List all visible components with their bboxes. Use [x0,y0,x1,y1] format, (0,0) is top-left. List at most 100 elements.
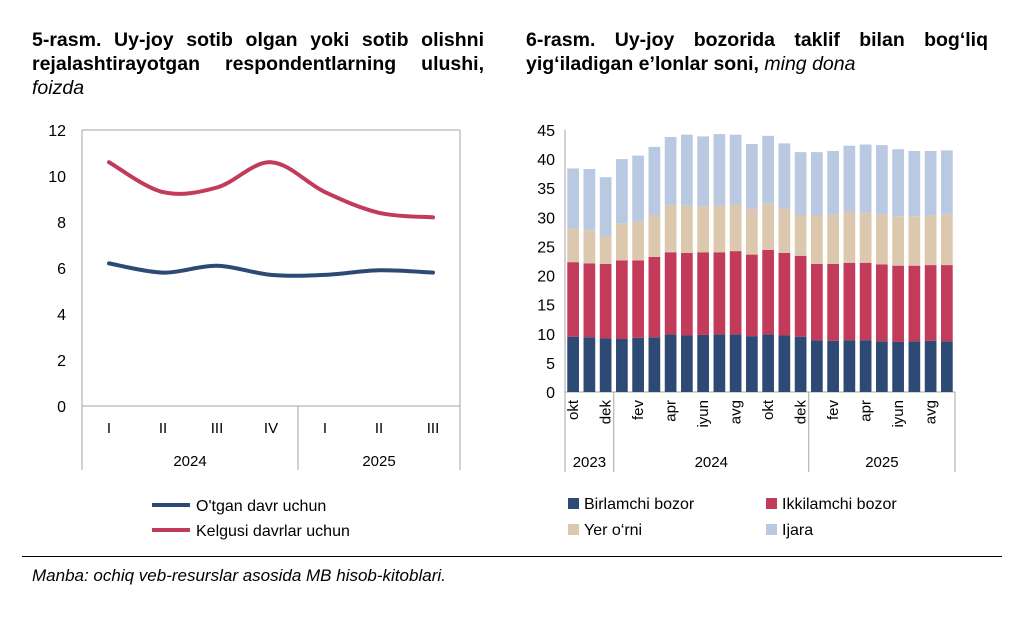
series-line-1 [107,261,435,278]
bar-segment-3 [859,212,872,263]
bar-segment-4 [892,149,904,217]
bar-segment-1 [713,334,726,392]
bar-segment-2 [811,263,823,341]
x-tick-label: dek [598,400,615,425]
bar-segment-1 [811,340,823,392]
y-tick-label: 2 [57,353,66,370]
source-note: Manba: ochiq veb-resurslar asosida MB hi… [32,566,446,585]
legend-swatch [766,498,777,509]
y-tick-label: 30 [537,210,555,227]
bar-segment-3 [664,205,677,253]
left-title-main: 5-rasm. Uy-joy sotib olgan yoki sotib ol… [32,29,484,75]
y-tick-label: 8 [57,215,66,232]
bar-segment-1 [762,334,774,392]
bar-segment-2 [599,263,612,339]
bar-segment-3 [762,203,774,250]
bar-segment-1 [681,335,693,392]
bar-segment-4 [843,145,856,212]
legend-swatch [568,524,579,535]
bar-segment-4 [924,150,937,216]
y-tick-label: 6 [57,261,66,278]
bar-segment-4 [794,152,807,215]
bar-segment-4 [811,152,823,215]
bar-segment-1 [924,340,937,392]
y-tick-label: 45 [537,123,555,140]
bar-segment-1 [892,341,904,392]
bar-segment-3 [729,204,742,252]
bar-segment-1 [648,337,661,392]
y-tick-label: 12 [48,123,66,140]
legend-swatch [568,498,579,509]
x-tick-label: okt [565,399,582,420]
y-tick-label: 5 [546,356,555,373]
y-tick-label: 4 [57,307,66,324]
bar-segment-3 [632,221,644,261]
bar-segment-4 [648,146,661,215]
bar-segment-4 [681,134,693,206]
legend-swatch [766,524,777,535]
bar-segment-4 [778,143,791,209]
bar-segment-2 [583,263,596,338]
bar-segment-3 [697,206,709,253]
y-tick-label: 10 [48,169,66,186]
bar-segment-4 [713,134,726,206]
y-tick-label: 0 [57,399,66,416]
bar-segment-1 [778,335,791,392]
right-title-main: 6-rasm. Uy-joy bozorida taklif bilan bog… [526,29,988,75]
bar-segment-4 [876,145,888,215]
year-label: 2024 [695,454,728,471]
y-tick-label: 35 [537,181,555,198]
bar-segment-3 [876,214,888,265]
bar-segment-2 [892,265,904,342]
bar-segment-2 [681,252,693,336]
bar-segment-1 [908,341,921,392]
x-tick-label: II [375,420,383,437]
bar-segment-4 [664,136,677,206]
bar-segment-4 [746,143,758,210]
x-tick-label: fev [825,400,842,421]
bar-segment-1 [941,341,953,392]
bar-segment-2 [697,252,709,335]
right-chart-title: 6-rasm. Uy-joy bozorida taklif bilan bog… [526,28,988,76]
series-line-2 [107,160,435,220]
bar-segment-1 [567,336,579,392]
bar-segment-4 [583,169,596,231]
year-label: 2025 [865,454,898,471]
legend-label: Kelgusi davrlar uchun [196,523,350,540]
bar-segment-4 [729,134,742,205]
left-title-unit: foizda [32,77,85,99]
bar-segment-4 [599,177,612,236]
bar-segment-2 [924,265,937,341]
bar-segment-2 [941,265,953,342]
x-tick-label: iyun [695,400,712,428]
bar-segment-3 [681,205,693,253]
bar-segment-3 [924,215,937,266]
x-tick-label: iyun [890,400,907,428]
bar-segment-4 [859,144,872,213]
bar-segment-4 [632,155,644,222]
bar-segment-3 [746,209,758,255]
legend-label: Yer o‘rni [584,522,642,539]
bar-segment-2 [648,256,661,338]
footer-divider [22,556,1002,557]
bar-segment-3 [648,215,661,257]
x-tick-label: apr [663,400,680,422]
bar-segment-2 [729,251,742,335]
left-chart-title: 5-rasm. Uy-joy sotib olgan yoki sotib ol… [32,28,484,100]
legend-label: Ikkilamchi bozor [782,496,897,513]
x-tick-label: IV [264,420,278,437]
x-tick-label: dek [793,400,810,425]
y-tick-label: 15 [537,298,555,315]
bar-segment-1 [632,337,644,392]
bar-segment-3 [811,215,823,264]
bar-segment-2 [908,265,921,342]
bar-segment-4 [762,135,774,204]
x-tick-label: fev [630,400,647,421]
x-tick-label: III [211,420,224,437]
right-title-unit: ming dona [764,53,856,75]
bar-segment-3 [908,216,921,266]
x-tick-label: I [107,420,111,437]
bar-segment-2 [664,252,677,335]
bar-segment-2 [827,263,839,341]
